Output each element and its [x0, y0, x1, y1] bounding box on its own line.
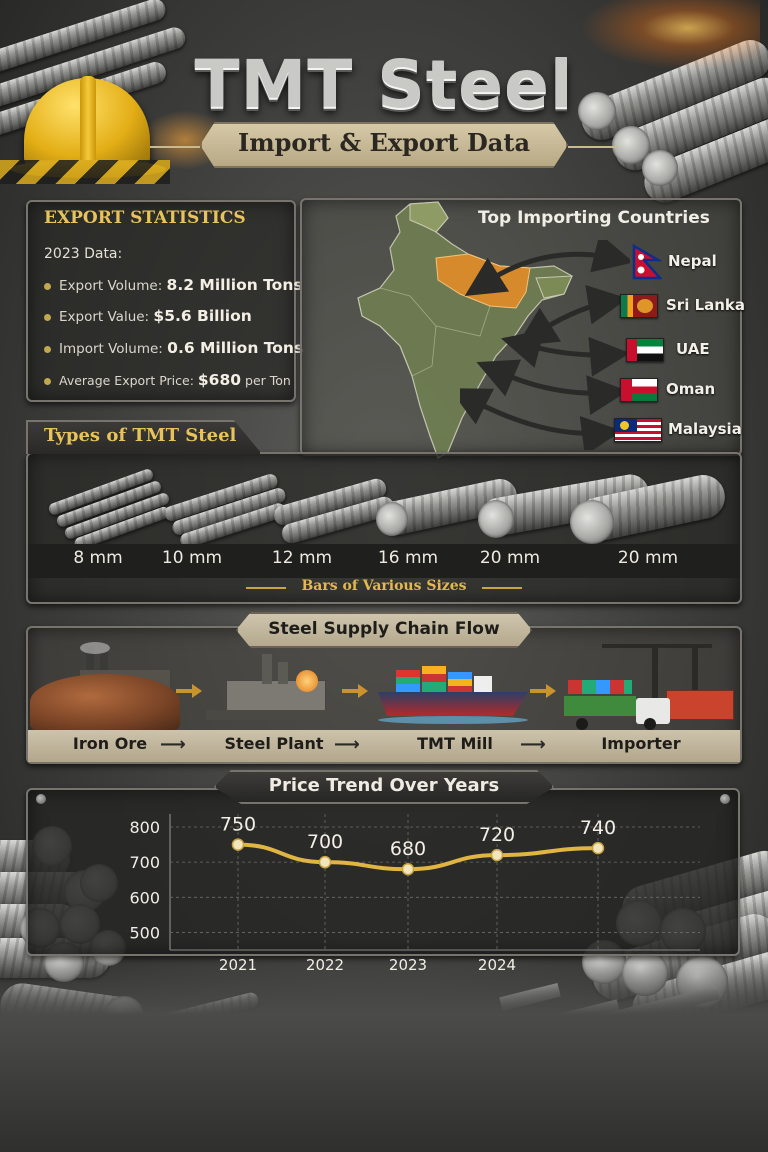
chain-stage-importer: Importer [601, 734, 681, 753]
size-label: 20 mm [617, 548, 679, 568]
stat-import-volume: Import Volume: 0.6 Million Tons [44, 339, 303, 357]
export-statistics-panel [26, 200, 296, 402]
subtitle-banner [200, 122, 568, 168]
data-label: 750 [220, 814, 256, 836]
screw-icon [720, 794, 730, 804]
country-sri-lanka: Sri Lanka [666, 296, 746, 314]
data-point [490, 848, 504, 862]
chain-arrow-icon: ⟶ [520, 734, 546, 755]
size-label: 12 mm [271, 548, 333, 568]
stat-label: Export Volume: [59, 278, 163, 294]
supply-chain-heading: Steel Supply Chain Flow [268, 619, 500, 639]
chain-label-strip [28, 730, 740, 762]
uae-flag-icon [626, 338, 664, 362]
stat-label: Average Export Price: [59, 373, 194, 388]
size-label: 20 mm [479, 548, 541, 568]
country-malaysia: Malaysia [668, 420, 742, 438]
export-statistics-heading: EXPORT STATISTICS [44, 208, 246, 228]
importer-truck-icon [562, 640, 738, 730]
x-tick-label: 2023 [389, 956, 427, 974]
chain-stage-iron-ore: Iron Ore [72, 734, 148, 753]
stat-export-volume: Export Volume: 8.2 Million Tons [44, 276, 303, 294]
caption-rule [246, 587, 286, 589]
trade-arrows [460, 240, 630, 450]
chain-arrow-icon: ⟶ [160, 734, 186, 755]
sizes-strip [28, 544, 740, 578]
stat-value: 0.6 Million Tons [167, 339, 304, 357]
stat-value: $5.6 Billion [153, 307, 252, 325]
screw-icon [36, 794, 46, 804]
nepal-flag-icon [632, 244, 662, 280]
data-label: 740 [580, 817, 616, 839]
stat-average-price: Average Export Price: $680 per Ton [44, 371, 291, 389]
price-trend-banner [214, 770, 554, 804]
stat-export-value: Export Value: $5.6 Billion [44, 307, 252, 325]
export-year-label: 2023 Data: [44, 246, 123, 262]
price-trend-heading: Price Trend Over Years [268, 775, 500, 796]
chain-stage-tmt-mill: TMT Mill [417, 734, 493, 753]
bullet-icon [44, 378, 51, 385]
size-label: 16 mm [377, 548, 439, 568]
data-label: 700 [307, 831, 343, 853]
data-label: 680 [390, 838, 426, 860]
x-tick-label: 2024 [478, 956, 516, 974]
stat-label: Import Volume: [59, 341, 163, 357]
steel-types-tab [26, 420, 262, 454]
flow-arrow-icon [530, 684, 556, 698]
stat-suffix: per Ton [245, 373, 291, 388]
y-tick-label: 800 [129, 818, 160, 837]
importing-countries-heading: Top Importing Countries [478, 208, 710, 228]
data-point [231, 838, 245, 851]
steel-bars-illustration [28, 456, 740, 551]
country-nepal: Nepal [668, 252, 717, 270]
country-oman: Oman [666, 380, 716, 398]
oman-flag-icon [620, 378, 658, 402]
iron-ore-icon [30, 640, 180, 730]
bullet-icon [44, 345, 51, 353]
steel-plant-icon [206, 650, 336, 720]
size-label: 10 mm [161, 548, 223, 568]
chain-stage-steel-plant: Steel Plant [224, 734, 324, 753]
country-uae: UAE [676, 340, 710, 358]
floor-ground [0, 956, 768, 1152]
chain-arrow-icon: ⟶ [334, 734, 360, 755]
sri-lanka-flag-icon [620, 294, 658, 318]
malaysia-flag-icon [614, 418, 662, 442]
y-tick-label: 500 [129, 923, 160, 942]
steel-types-heading: Types of TMT Steel [44, 425, 237, 446]
caption-rule [482, 587, 522, 589]
data-point [401, 862, 415, 876]
stat-label: Export Value: [59, 309, 150, 325]
data-point [591, 841, 605, 855]
bullet-icon [44, 282, 51, 290]
supply-chain-banner [236, 612, 532, 648]
data-point [318, 855, 332, 869]
x-tick-label: 2021 [219, 956, 257, 974]
data-label: 720 [479, 824, 515, 846]
stat-value: 8.2 Million Tons [166, 276, 303, 294]
bars-caption: Bars of Various Sizes [301, 578, 467, 594]
bullet-icon [44, 313, 51, 321]
y-tick-label: 700 [129, 853, 160, 872]
y-tick-label: 600 [129, 888, 160, 907]
stat-value: $680 [197, 371, 242, 389]
page-subtitle: Import & Export Data [238, 128, 530, 157]
flow-arrow-icon [176, 684, 202, 698]
cargo-ship-icon [378, 660, 528, 728]
flow-arrow-icon [342, 684, 368, 698]
x-tick-label: 2022 [306, 956, 344, 974]
page-title: TMT Steel [194, 46, 574, 123]
size-label: 8 mm [73, 548, 123, 568]
